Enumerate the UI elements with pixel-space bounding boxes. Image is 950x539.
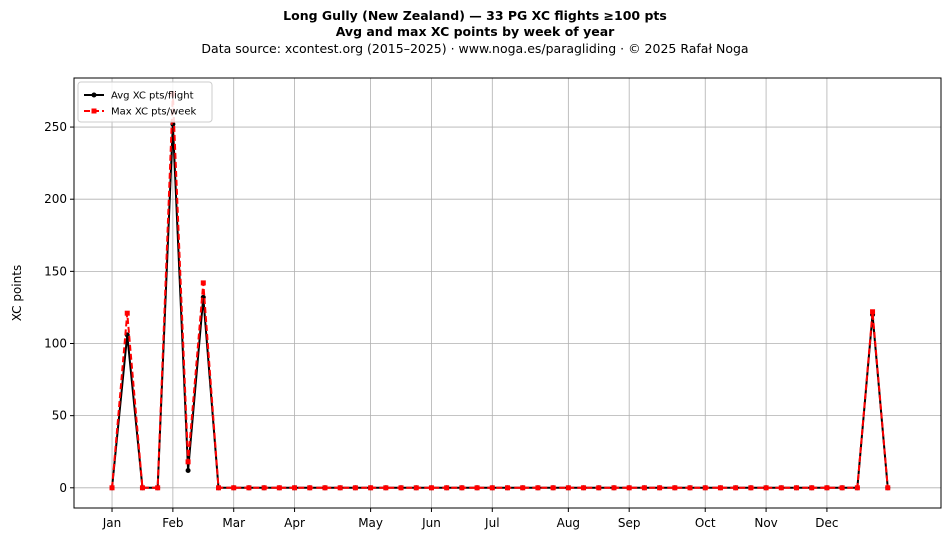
x-tick-label: Aug (557, 516, 580, 530)
y-tick-label: 50 (52, 409, 67, 423)
legend-label: Avg XC pts/flight (111, 91, 194, 102)
x-tick-label: May (358, 516, 383, 530)
series-2-point (733, 485, 739, 491)
series-2-point (581, 485, 587, 491)
series-2-point (185, 459, 191, 465)
plot-frame (73, 77, 942, 509)
series-2-point (292, 485, 298, 491)
series-2-point (748, 485, 754, 491)
x-tick-label: Nov (754, 516, 777, 530)
y-tick-label: 100 (44, 337, 67, 351)
x-tick-label: Jan (102, 516, 122, 530)
y-tick-label: 200 (44, 192, 67, 206)
series-2-point (672, 485, 678, 491)
series-1-point (185, 467, 191, 473)
series-2-point (124, 310, 130, 316)
x-axis: Jan Feb Mar Apr May Jun Jul Aug Sep Oct Nov Dec (102, 508, 839, 530)
series-2-point (474, 485, 480, 491)
series-2-point (428, 485, 434, 491)
series-2-point (641, 485, 647, 491)
series-2-point (520, 485, 526, 491)
series-2-point (139, 485, 145, 491)
series-2-point (368, 485, 374, 491)
series-2-point (550, 485, 556, 491)
series-2-point (657, 485, 663, 491)
series-2-point (565, 485, 571, 491)
series-2-point (794, 485, 799, 491)
x-tick-label: Feb (162, 516, 183, 530)
y-axis-title: XC points (10, 265, 24, 321)
series-2-point (596, 485, 602, 491)
series-2-point (535, 485, 541, 491)
x-tick-label: Dec (815, 516, 838, 530)
series-2-point (383, 485, 389, 491)
x-tick-label: Oct (695, 516, 716, 530)
series-line-1 (111, 123, 889, 489)
legend-swatch-marker (91, 108, 97, 114)
x-tick-label: Sep (618, 516, 641, 530)
legend-box (77, 81, 213, 123)
series-2-point (824, 485, 830, 491)
series-2-point (200, 280, 206, 286)
series-2-point (246, 485, 252, 491)
series-2-point (216, 485, 221, 491)
x-tick-label: Apr (284, 516, 305, 530)
series-2-point (702, 485, 708, 491)
series-2-point (398, 485, 404, 491)
chart-subtitle: Avg and max XC points by week of year (335, 24, 615, 39)
series-2-point (778, 485, 784, 491)
x-tick-label: Mar (222, 516, 245, 530)
series-2-point (109, 485, 115, 491)
series-2-point (885, 485, 891, 491)
series-2-point (626, 485, 632, 491)
series-2-point (809, 485, 815, 491)
series-2-point (231, 485, 237, 491)
y-tick-label: 250 (44, 120, 67, 134)
series-2-point (717, 485, 723, 491)
x-tick-label: Jul (484, 516, 499, 530)
series-2-point (413, 485, 419, 491)
series-line-2 (111, 92, 889, 489)
series-2-point (854, 485, 860, 491)
series-2-point (322, 485, 328, 491)
series-2-point (459, 485, 465, 491)
series-2-point (505, 485, 510, 491)
y-tick-label: 150 (44, 264, 67, 278)
series-2-point (276, 485, 282, 491)
series-2-point (687, 485, 693, 491)
series-2-point (155, 485, 161, 491)
legend-label: Max XC pts/week (111, 107, 196, 118)
series-2-point (489, 485, 495, 491)
series-2-point (444, 485, 450, 491)
legend-swatch-marker (91, 92, 97, 98)
series-2-point (337, 485, 343, 491)
y-axis: 0 50 100 150 200 250 (44, 120, 74, 495)
series-2-point (307, 485, 313, 491)
legend: Avg XC pts/flight Max XC pts/week (77, 81, 213, 123)
chart-title: Long Gully (New Zealand) — 33 PG XC flig… (283, 8, 667, 23)
chart-source: Data source: xcontest.org (2015–2025) · … (201, 41, 749, 56)
y-tick-label: 0 (59, 481, 67, 495)
series-2-point (763, 485, 769, 491)
series-2-point (261, 485, 267, 491)
series-layer (109, 91, 891, 491)
chart-title-block: Long Gully (New Zealand) — 33 PG XC flig… (0, 8, 950, 57)
series-2-point (839, 485, 845, 491)
series-2-point (611, 485, 617, 491)
series-2-point (352, 485, 358, 491)
x-tick-label: Jun (421, 516, 441, 530)
series-2-point (870, 309, 876, 315)
